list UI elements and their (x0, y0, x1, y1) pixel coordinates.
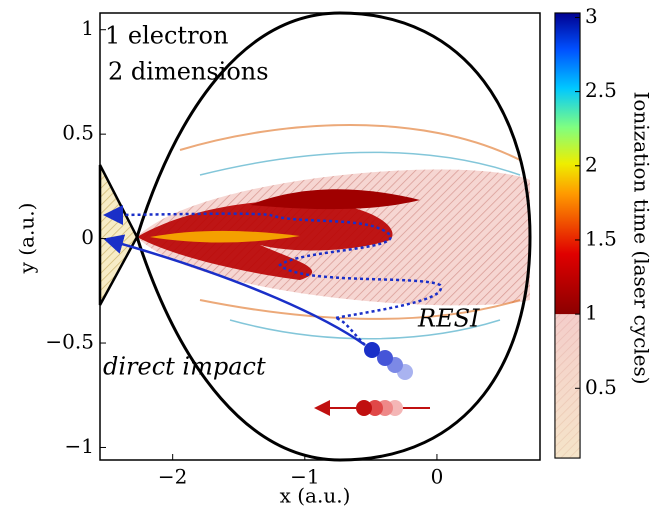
colorbar-label: Ionization time (laser cycles) (630, 91, 654, 384)
colorbar-tick-label: 1 (585, 301, 598, 325)
colorbar-tick-label: 3 (585, 4, 598, 28)
x-tick-label: 0 (431, 465, 444, 489)
y-tick-label: 1 (81, 16, 94, 40)
colorbar-tick-label: 0.5 (585, 375, 617, 399)
annotation: 2 dimensions (108, 58, 269, 86)
y-axis-label: y (a.u.) (15, 203, 39, 275)
y-tick-label: 0.5 (62, 121, 94, 145)
colorbar-high (555, 13, 580, 315)
x-axis-label: x (a.u.) (280, 484, 351, 508)
annotation: RESI (417, 305, 480, 333)
y-tick-label: −0.5 (45, 330, 94, 354)
annotation: 1 electron (105, 22, 228, 50)
annotation: direct impact (103, 353, 266, 381)
x-tick-label: −2 (158, 465, 187, 489)
colorbar-tick-label: 2 (585, 152, 598, 176)
colorbar-frame (554, 12, 581, 459)
x-tick-label: −1 (290, 465, 319, 489)
y-tick-label: −1 (65, 434, 94, 458)
colorbar-tick-label: 2.5 (585, 78, 617, 102)
y-tick-label: 0 (81, 225, 94, 249)
colorbar-tick-label: 1.5 (585, 226, 617, 250)
colorbar-low-hatch (555, 314, 580, 458)
